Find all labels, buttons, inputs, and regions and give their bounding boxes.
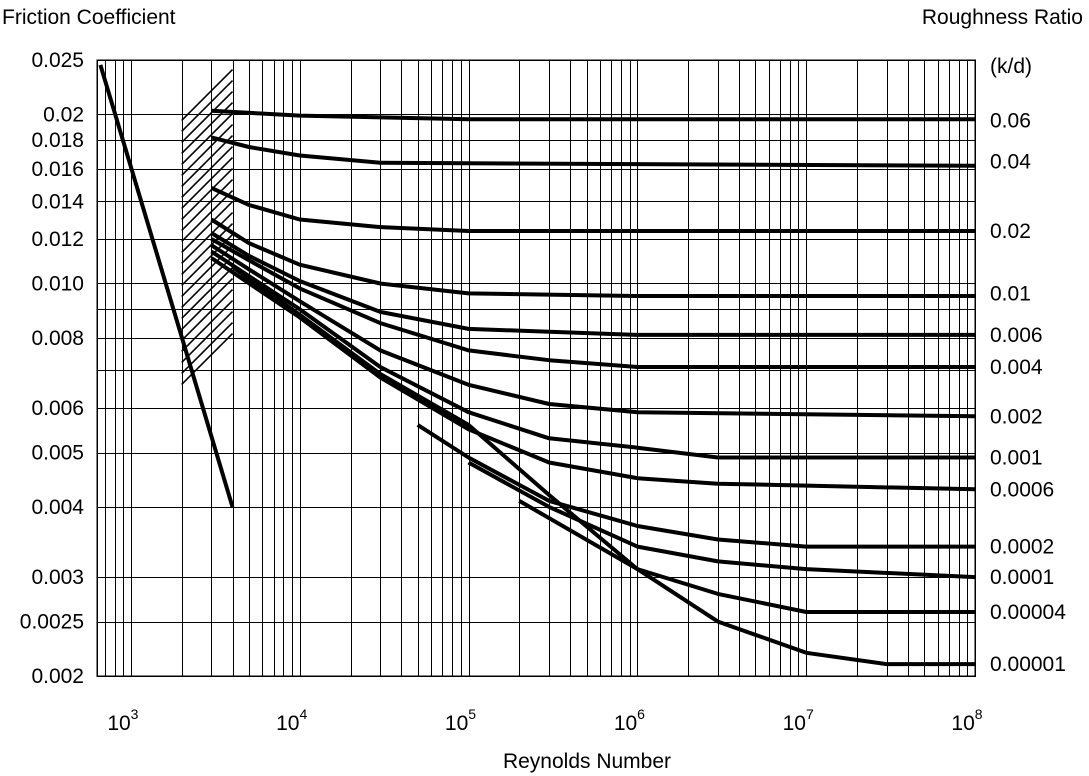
series-line-0-0001 [467, 460, 976, 580]
series-label: 0.00004 [990, 601, 1066, 624]
series-line-0-004 [210, 237, 975, 369]
hatch-stroke [181, 113, 234, 165]
series-label: 0.02 [990, 220, 1031, 243]
x-tick-exponent: 5 [468, 706, 476, 722]
y-tick-label: 0.008 [31, 327, 84, 350]
series-label: 0.004 [990, 356, 1043, 379]
x-tick-base: 10 [276, 712, 299, 735]
y-tick-label: 0.018 [31, 129, 84, 152]
x-tick-label: 106 [614, 706, 645, 735]
hatch-stroke [181, 124, 234, 176]
hatch-stroke [181, 234, 234, 286]
y-tick-label: 0.012 [31, 228, 84, 251]
series-layer [98, 64, 976, 667]
plot-frame [96, 59, 976, 677]
x-tick-label: 103 [107, 706, 138, 735]
hatch-stroke [181, 168, 234, 220]
y-tick-label: 0.0025 [20, 611, 84, 634]
x-tick-base: 10 [445, 712, 468, 735]
hatch-stroke [181, 201, 234, 253]
y-tick-label: 0.025 [31, 49, 84, 72]
y-tick-label: 0.010 [31, 273, 84, 296]
series-line-0-00001 [231, 265, 975, 667]
hatch-stroke [181, 289, 234, 341]
y-tick-label: 0.006 [31, 397, 84, 420]
y-tick-label: 0.004 [31, 496, 84, 519]
y-tick-label: 0.016 [31, 158, 84, 181]
x-tick-exponent: 6 [637, 706, 645, 722]
right-axis-title: Roughness Ratio [922, 6, 1083, 29]
hatch-stroke [181, 267, 234, 319]
hatch-stroke [181, 333, 234, 385]
y-tick-label: 0.002 [31, 665, 84, 688]
series-label: 0.0002 [990, 536, 1054, 559]
series-label: 0.04 [990, 150, 1031, 173]
x-tick-exponent: 8 [975, 706, 983, 722]
hatch-stroke [181, 223, 234, 275]
hatch-stroke [181, 69, 234, 121]
hatch-stroke [181, 135, 234, 187]
y-tick-label: 0.014 [31, 190, 84, 213]
hatch-stroke [181, 146, 234, 198]
x-tick-base: 10 [951, 712, 974, 735]
hatch-stroke [181, 300, 234, 352]
x-tick-exponent: 4 [299, 706, 307, 722]
series-label: 0.01 [990, 282, 1031, 305]
hatch-stroke [181, 256, 234, 308]
series-label: 0.001 [990, 447, 1043, 470]
series-label: 0.06 [990, 110, 1031, 133]
hatch-stroke [181, 278, 234, 330]
series-line-0-06 [211, 108, 975, 122]
series-label: 0.0006 [990, 478, 1054, 501]
laminar-line [98, 64, 235, 508]
hatch-stroke [181, 212, 234, 264]
series-line-0-01 [210, 217, 975, 298]
x-tick-base: 10 [107, 712, 130, 735]
transition-hatch-region [181, 69, 234, 385]
x-tick-label: 108 [951, 706, 982, 735]
series-label: 0.00001 [990, 653, 1066, 676]
hatch-stroke [181, 190, 234, 242]
hatch-stroke [181, 157, 234, 209]
hatch-stroke [181, 311, 234, 363]
hatch-stroke [181, 91, 234, 143]
x-tick-label: 107 [783, 706, 814, 735]
x-tick-label: 104 [276, 706, 307, 735]
series-line-0-04 [210, 135, 976, 168]
series-label: 0.002 [990, 405, 1043, 428]
y-tick-label: 0.003 [31, 566, 84, 589]
series-label: 0.0001 [990, 566, 1054, 589]
series-line-0-001 [210, 249, 975, 460]
x-tick-exponent: 3 [131, 706, 139, 722]
series-line-0-00004 [518, 499, 975, 614]
series-line-0-0006 [210, 256, 976, 492]
series-line-0-02 [210, 186, 975, 233]
series-line-0-0002 [416, 423, 975, 549]
series-line-0-006 [210, 231, 975, 337]
hatch-stroke [181, 80, 234, 132]
hatch-stroke [181, 179, 234, 231]
y-axis-title: Friction Coefficient [2, 6, 176, 29]
grid-layer [97, 60, 975, 677]
y-tick-label: 0.02 [43, 103, 84, 126]
right-axis-header: (k/d) [990, 55, 1032, 78]
x-tick-base: 10 [783, 712, 806, 735]
x-tick-base: 10 [614, 712, 637, 735]
series-label: 0.006 [990, 324, 1043, 347]
y-tick-label: 0.005 [31, 442, 84, 465]
series-line-0-002 [210, 243, 976, 419]
x-tick-exponent: 7 [806, 706, 814, 722]
x-tick-label: 105 [445, 706, 476, 735]
x-axis-title: Reynolds Number [503, 750, 671, 773]
tick-label-layer: 0.0250.020.0180.0160.0140.0120.0100.0080… [20, 49, 1066, 735]
